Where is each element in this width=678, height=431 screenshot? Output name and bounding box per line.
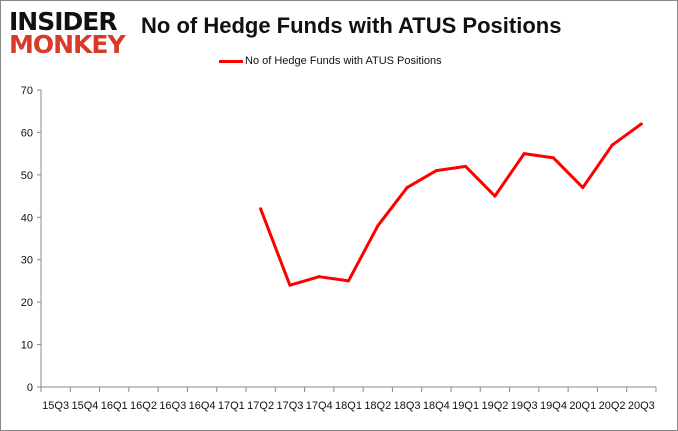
- y-tick-label: 50: [21, 170, 33, 182]
- x-tick-label: 16Q4: [189, 400, 216, 412]
- x-tick-label: 17Q4: [306, 400, 333, 412]
- data-point: [288, 283, 292, 287]
- data-point: [610, 143, 614, 147]
- y-tick-label: 70: [21, 85, 33, 97]
- x-tick-label: 16Q1: [101, 400, 128, 412]
- x-tick-label: 20Q2: [599, 400, 626, 412]
- x-tick-label: 19Q3: [511, 400, 538, 412]
- x-tick-label: 20Q3: [628, 400, 655, 412]
- data-point: [434, 169, 438, 173]
- x-tick-label: 18Q3: [394, 400, 421, 412]
- x-tick-label: 18Q4: [423, 400, 450, 412]
- x-tick-label: 19Q2: [481, 400, 508, 412]
- insider-monkey-logo: INSIDER MONKEY: [9, 7, 129, 59]
- data-point: [639, 122, 643, 126]
- y-tick-label: 60: [21, 127, 33, 139]
- legend-swatch: [219, 59, 243, 63]
- data-point: [347, 279, 350, 283]
- logo-line-2: MONKEY: [9, 30, 126, 59]
- series-line: [259, 122, 643, 287]
- x-tick-label: 16Q2: [130, 400, 157, 412]
- x-tick-label: 20Q1: [569, 400, 596, 412]
- data-point: [464, 164, 468, 168]
- x-tick-label: 19Q1: [452, 400, 479, 412]
- y-tick-label: 40: [21, 212, 33, 224]
- legend-label: No of Hedge Funds with ATUS Positions: [245, 55, 442, 67]
- y-tick-label: 30: [21, 255, 33, 267]
- x-tick-label: 19Q4: [540, 400, 567, 412]
- x-tick-label: 15Q3: [42, 400, 69, 412]
- data-point: [493, 194, 497, 198]
- x-tick-label: 18Q1: [335, 400, 362, 412]
- data-point: [405, 186, 409, 190]
- y-tick-label: 0: [27, 382, 33, 394]
- y-tick-label: 20: [21, 297, 33, 309]
- x-tick-label: 17Q1: [218, 400, 245, 412]
- x-tick-label: 15Q4: [71, 400, 98, 412]
- logo-line-1: INSIDER: [9, 7, 118, 36]
- chart-title: No of Hedge Funds with ATUS Positions: [141, 13, 562, 38]
- data-point: [581, 186, 585, 190]
- data-point: [376, 224, 380, 228]
- y-tick-label: 10: [21, 340, 33, 352]
- x-tick-label: 17Q2: [247, 400, 274, 412]
- data-point: [522, 152, 526, 156]
- x-tick-label: 17Q3: [276, 400, 303, 412]
- data-point: [317, 275, 321, 279]
- legend: No of Hedge Funds with ATUS Positions: [219, 55, 442, 67]
- data-point: [552, 156, 555, 160]
- data-point: [259, 207, 263, 211]
- x-tick-label: 16Q3: [159, 400, 186, 412]
- x-tick-label: 18Q2: [364, 400, 391, 412]
